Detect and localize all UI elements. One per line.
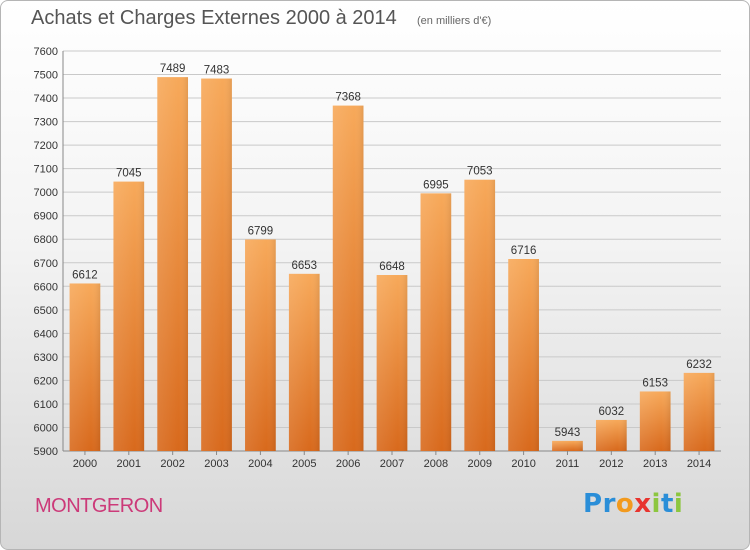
logo-letter: o — [615, 489, 635, 519]
y-tick-label: 6100 — [34, 399, 58, 411]
y-tick-label: 7000 — [34, 187, 58, 199]
commune-name: MONTGERON — [35, 495, 163, 517]
y-tick-labels: 5900 6000 6100 6200 6300 6400 6500 6600 6700 6800… — [34, 46, 58, 458]
bar-shade — [201, 78, 232, 451]
bar-shade — [508, 259, 539, 451]
logo-letter: i — [651, 489, 661, 519]
value-label: 7045 — [116, 168, 142, 180]
value-label: 7483 — [204, 65, 230, 77]
value-label: 7053 — [467, 166, 493, 178]
x-tick-label: 2005 — [292, 458, 316, 470]
x-tick-label: 2010 — [511, 458, 535, 470]
y-tick-label: 7200 — [34, 140, 58, 152]
value-label: 7489 — [160, 63, 186, 75]
value-label: 6648 — [379, 261, 405, 273]
bar-shade — [376, 275, 408, 451]
value-label: 6612 — [72, 269, 98, 281]
bar-shade — [420, 193, 452, 451]
x-tick-label: 2007 — [380, 458, 404, 470]
logo-letter: P — [583, 489, 603, 519]
chart-unit: (en milliers d'€) — [417, 15, 492, 27]
y-tick-label: 5900 — [34, 446, 58, 458]
bar-shade — [639, 391, 671, 451]
value-label: 6716 — [511, 245, 537, 257]
y-tick-label: 6800 — [34, 234, 58, 246]
y-tick-label: 7100 — [34, 164, 58, 176]
y-tick-label: 6500 — [34, 305, 58, 317]
logo-letter: r — [602, 489, 616, 519]
bar-shade — [552, 440, 583, 451]
x-tick-label: 2008 — [424, 458, 448, 470]
bar-shade — [69, 283, 101, 451]
bar-shade — [683, 372, 715, 451]
value-label: 6653 — [291, 260, 317, 272]
y-tick-label: 7400 — [34, 93, 58, 105]
bar-shade — [595, 419, 627, 451]
y-tick-label: 6400 — [34, 328, 58, 340]
x-tick-labels: 2000 2001 2002 2003 2004 2005 2006 2007 2008 2009… — [73, 451, 711, 470]
y-tick-label: 7600 — [34, 46, 58, 58]
y-tick-label: 6900 — [34, 211, 58, 223]
bars — [69, 77, 715, 452]
value-label: 6153 — [642, 377, 668, 389]
value-label: 7368 — [335, 92, 361, 104]
x-tick-label: 2006 — [336, 458, 360, 470]
bar-shade — [157, 77, 189, 451]
logo-letter: i — [673, 489, 684, 519]
x-tick-label: 2011 — [556, 458, 580, 470]
x-tick-label: 2001 — [117, 458, 141, 470]
y-tick-label: 6300 — [34, 352, 58, 364]
x-tick-label: 2014 — [687, 458, 711, 470]
bar-shade — [245, 239, 276, 451]
x-tick-label: 2000 — [73, 458, 97, 470]
y-tick-label: 6700 — [34, 258, 58, 270]
x-tick-label: 2003 — [204, 458, 228, 470]
x-tick-label: 2002 — [160, 458, 184, 470]
logo-letter: t — [660, 489, 674, 519]
value-label: 6232 — [686, 359, 712, 371]
bar-shade — [288, 273, 320, 451]
chart-title: Achats et Charges Externes 2000 à 2014 — [31, 7, 397, 29]
y-tick-label: 7300 — [34, 117, 58, 129]
y-tick-label: 6000 — [34, 422, 58, 434]
proxiti-logo: Proxiti — [583, 489, 683, 519]
y-tick-label: 6600 — [34, 281, 58, 293]
x-tick-label: 2013 — [643, 458, 667, 470]
value-label: 6032 — [599, 406, 625, 418]
bar-shade — [464, 179, 496, 452]
value-labels: 6612 7045 7489 7483 6799 6653 7368 6648 6995 7053… — [72, 63, 712, 439]
value-label: 6799 — [248, 225, 274, 237]
x-tick-label: 2012 — [599, 458, 623, 470]
logo-letter: x — [634, 489, 652, 519]
y-tick-label: 6200 — [34, 375, 58, 387]
y-tick-label: 7500 — [34, 70, 58, 82]
bar-shade — [332, 105, 364, 452]
value-label: 5943 — [555, 427, 581, 439]
bar-shade — [113, 181, 145, 451]
value-label: 6995 — [423, 179, 449, 191]
x-tick-label: 2004 — [248, 458, 272, 470]
x-tick-label: 2009 — [467, 458, 491, 470]
